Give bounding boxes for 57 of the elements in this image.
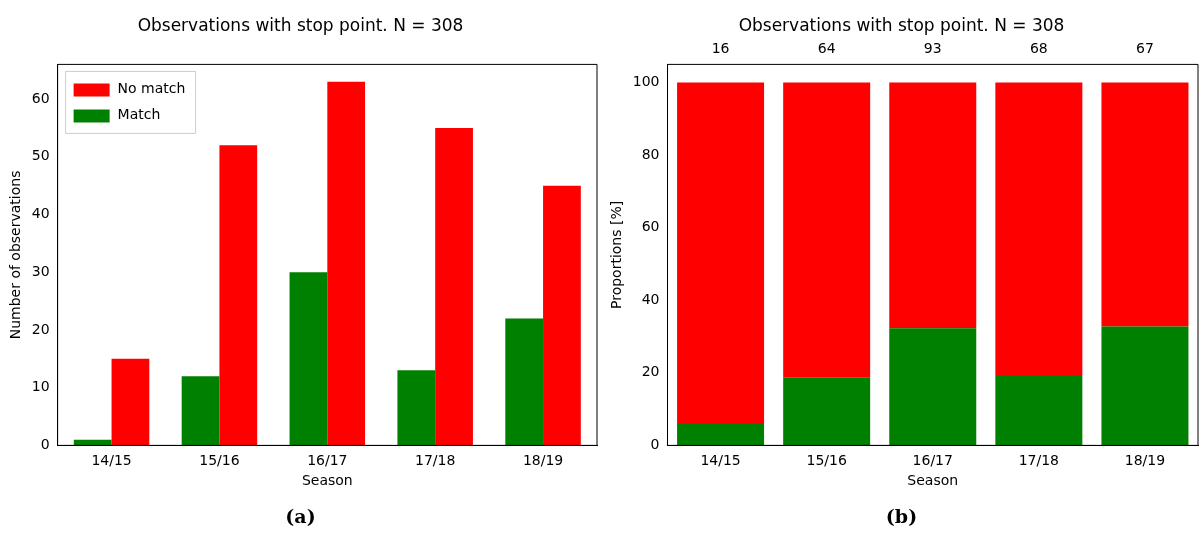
chart-title: Observations with stop point. N = 308 xyxy=(738,14,1065,35)
x-tick-label: 18/19 xyxy=(522,452,564,469)
legend-label: Match xyxy=(117,106,161,123)
bar xyxy=(889,82,977,329)
bar xyxy=(505,318,544,446)
text: (a) xyxy=(284,505,317,527)
x-tick-label: 15/16 xyxy=(806,452,847,469)
bar xyxy=(783,82,871,378)
y-tick-label: 50 xyxy=(31,147,50,164)
x-tick-label: 18/19 xyxy=(1124,452,1166,469)
y-tick-label: 20 xyxy=(641,363,660,380)
x-tick-label: 17/18 xyxy=(415,452,456,469)
x-axis-title: Season xyxy=(301,472,353,489)
bar xyxy=(677,422,765,446)
bar xyxy=(1101,326,1189,446)
x-axis-title: Season xyxy=(907,472,959,489)
x-tick-label: 15/16 xyxy=(199,452,240,469)
bar xyxy=(677,82,765,423)
y-tick-label: 0 xyxy=(650,436,660,453)
y-tick-label: 100 xyxy=(632,73,660,90)
x-tick-label: 17/18 xyxy=(1018,452,1060,469)
annotation: 93 xyxy=(923,40,942,57)
bar xyxy=(543,185,581,446)
x-tick-label: 14/15 xyxy=(91,452,132,469)
y-tick-label: 60 xyxy=(31,89,50,106)
y-tick-label: 60 xyxy=(641,218,660,235)
text: (b) xyxy=(884,505,919,527)
bar xyxy=(327,81,366,446)
legend-label: No match xyxy=(117,80,186,97)
y-tick-label: 10 xyxy=(31,378,50,395)
y-tick-label: 40 xyxy=(641,290,660,307)
bar xyxy=(995,82,1083,377)
x-tick-label: 16/17 xyxy=(912,452,953,469)
x-tick-label: 14/15 xyxy=(700,452,741,469)
bar xyxy=(289,272,328,446)
bar xyxy=(181,376,220,446)
bar xyxy=(111,358,150,446)
chart-title: Observations with stop point. N = 308 xyxy=(137,14,464,35)
bar xyxy=(783,377,871,446)
bar xyxy=(435,127,473,446)
bar xyxy=(397,370,436,446)
bar xyxy=(889,328,977,446)
y-tick-label: 80 xyxy=(641,145,660,162)
annotation: 16 xyxy=(711,40,730,57)
bar xyxy=(1101,82,1189,327)
annotation: 68 xyxy=(1029,40,1048,57)
y-tick-label: 30 xyxy=(31,262,50,279)
x-tick-label: 16/17 xyxy=(307,452,348,469)
y-tick-label: 0 xyxy=(40,436,50,453)
bar xyxy=(995,376,1083,446)
y-tick-label: 20 xyxy=(31,320,50,337)
bar xyxy=(219,145,258,446)
y-axis-title: Number of observations xyxy=(7,170,24,340)
annotation: 64 xyxy=(817,40,836,57)
y-tick-label: 40 xyxy=(31,205,50,222)
annotation: 67 xyxy=(1136,40,1154,57)
y-axis-title: Proportions [%] xyxy=(608,200,625,310)
